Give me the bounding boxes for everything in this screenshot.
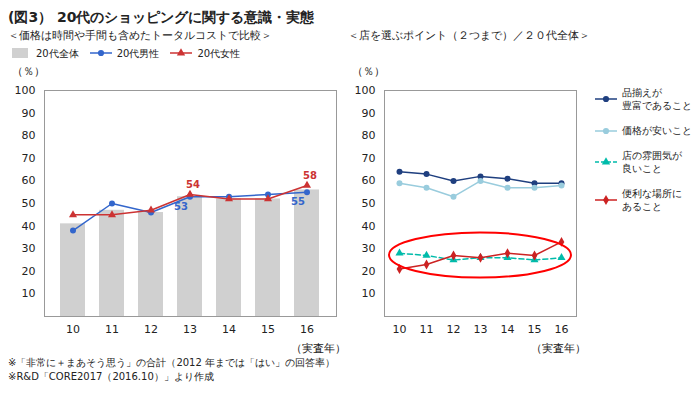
html-text:価格が安いこと: 価格が安いこと (622, 125, 692, 136)
html-text:店の雰囲気が 良いこと: 店の雰囲気が 良いこと (622, 150, 682, 174)
svg-text:10: 10 (362, 287, 376, 300)
svg-text:90: 90 (22, 107, 36, 120)
html-text:20代男性: 20代男性 (116, 47, 160, 59)
svg-text:30: 30 (362, 242, 376, 255)
svg-text:11: 11 (420, 323, 434, 336)
svg-text:50: 50 (22, 197, 36, 210)
svg-text:54: 54 (186, 179, 200, 190)
html-text:※R&D「CORE2017（2016.10）」より作成: ※R&D「CORE2017（2016.10）」より作成 (8, 371, 214, 382)
svg-text:13: 13 (474, 323, 488, 336)
svg-text:20: 20 (362, 265, 376, 278)
svg-text:55: 55 (291, 196, 305, 207)
html-text:＜価格は時間や手間も含めたトータルコストで比較＞: ＜価格は時間や手間も含めたトータルコストで比較＞ (8, 29, 272, 42)
svg-text:15: 15 (528, 323, 542, 336)
svg-text:（％）: （％） (12, 65, 45, 78)
svg-text:10: 10 (393, 323, 407, 336)
svg-text:（実査年）: （実査年） (531, 342, 586, 355)
svg-text:30: 30 (22, 242, 36, 255)
svg-text:80: 80 (362, 129, 376, 142)
svg-text:20: 20 (22, 265, 36, 278)
html-text:(図3） 20代のショッピングに関する意識・実態: (図3） 20代のショッピングに関する意識・実態 (8, 9, 315, 25)
svg-text:14: 14 (501, 323, 515, 336)
svg-text:60: 60 (362, 174, 376, 187)
svg-text:10: 10 (22, 287, 36, 300)
svg-text:53: 53 (174, 201, 188, 212)
svg-text:16: 16 (555, 323, 569, 336)
svg-text:（実査年）: （実査年） (291, 342, 346, 355)
svg-text:80: 80 (22, 129, 36, 142)
svg-text:40: 40 (362, 220, 376, 233)
svg-text:40: 40 (22, 220, 36, 233)
html-text:※「非常に＋まあそう思う」の合計（2012 年までは「はい」: ※「非常に＋まあそう思う」の合計（2012 年までは「はい」の回答率） (8, 357, 335, 368)
svg-text:70: 70 (22, 152, 36, 165)
svg-text:12: 12 (144, 323, 158, 336)
svg-text:60: 60 (22, 174, 36, 187)
svg-text:14: 14 (222, 323, 236, 336)
html-text:20代全体: 20代全体 (36, 47, 79, 59)
svg-text:50: 50 (362, 197, 376, 210)
svg-text:13: 13 (183, 323, 197, 336)
svg-text:58: 58 (303, 170, 317, 181)
svg-text:100: 100 (355, 84, 376, 97)
svg-text:12: 12 (447, 323, 461, 336)
svg-text:11: 11 (105, 323, 119, 336)
svg-text:16: 16 (300, 323, 314, 336)
html-text:品揃えが 豊富であること: 品揃えが 豊富であること (622, 87, 692, 111)
svg-text:70: 70 (362, 152, 376, 165)
html-text:＜店を選ぶポイント（２つまで）／２０代全体＞: ＜店を選ぶポイント（２つまで）／２０代全体＞ (348, 29, 590, 42)
svg-text:10: 10 (66, 323, 80, 336)
svg-text:15: 15 (261, 323, 275, 336)
svg-text:90: 90 (362, 107, 376, 120)
html-text:便利な場所に あること: 便利な場所に あること (622, 188, 682, 212)
html-text:20代女性: 20代女性 (197, 47, 241, 59)
svg-text:100: 100 (15, 84, 36, 97)
svg-text:（％）: （％） (352, 65, 385, 78)
